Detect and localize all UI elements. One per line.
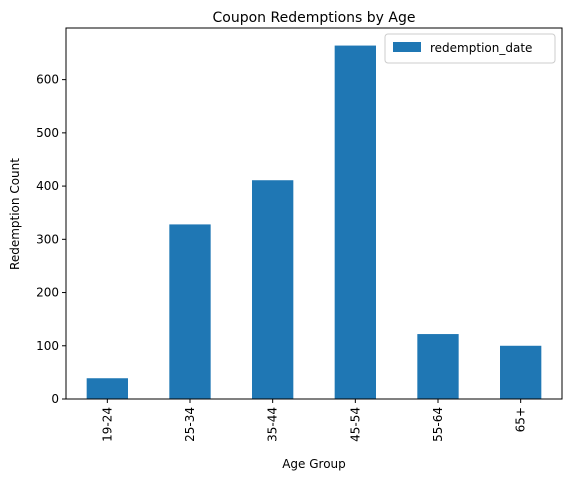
- y-tick-label: 400: [36, 179, 59, 193]
- y-tick-label: 300: [36, 232, 59, 246]
- bar-35-44: [252, 180, 294, 399]
- bar-45-54: [334, 45, 376, 399]
- x-tick-label: 19-24: [100, 407, 114, 442]
- bar-55-64: [417, 334, 459, 399]
- chart-title: Coupon Redemptions by Age: [213, 10, 416, 26]
- bars-group: [86, 45, 542, 399]
- y-tick-label: 500: [36, 126, 59, 140]
- x-tick-label: 25-34: [183, 407, 197, 442]
- legend-label: redemption_date: [430, 41, 532, 55]
- plot-frame: [65, 27, 563, 400]
- x-axis: 19-24 25-34 35-44 45-54 55-64 65+: [100, 399, 528, 442]
- legend: redemption_date: [384, 33, 556, 64]
- x-axis-label: Age Group: [282, 457, 346, 471]
- y-axis: 0 100 200 300 400 500 600: [36, 73, 66, 406]
- x-tick-label: 65+: [514, 407, 528, 432]
- legend-box: [384, 33, 556, 64]
- bar-65+: [500, 345, 542, 399]
- bar-25-34: [169, 224, 211, 399]
- x-tick-label: 35-44: [266, 407, 280, 442]
- legend-swatch: [393, 42, 421, 52]
- x-tick-label: 55-64: [431, 407, 445, 442]
- y-tick-label: 0: [51, 392, 59, 406]
- x-tick-label: 45-54: [348, 407, 362, 442]
- y-tick-label: 600: [36, 73, 59, 87]
- y-tick-label: 200: [36, 286, 59, 300]
- y-axis-label: Redemption Count: [8, 158, 22, 270]
- bar-19-24: [86, 378, 128, 399]
- y-tick-label: 100: [36, 339, 59, 353]
